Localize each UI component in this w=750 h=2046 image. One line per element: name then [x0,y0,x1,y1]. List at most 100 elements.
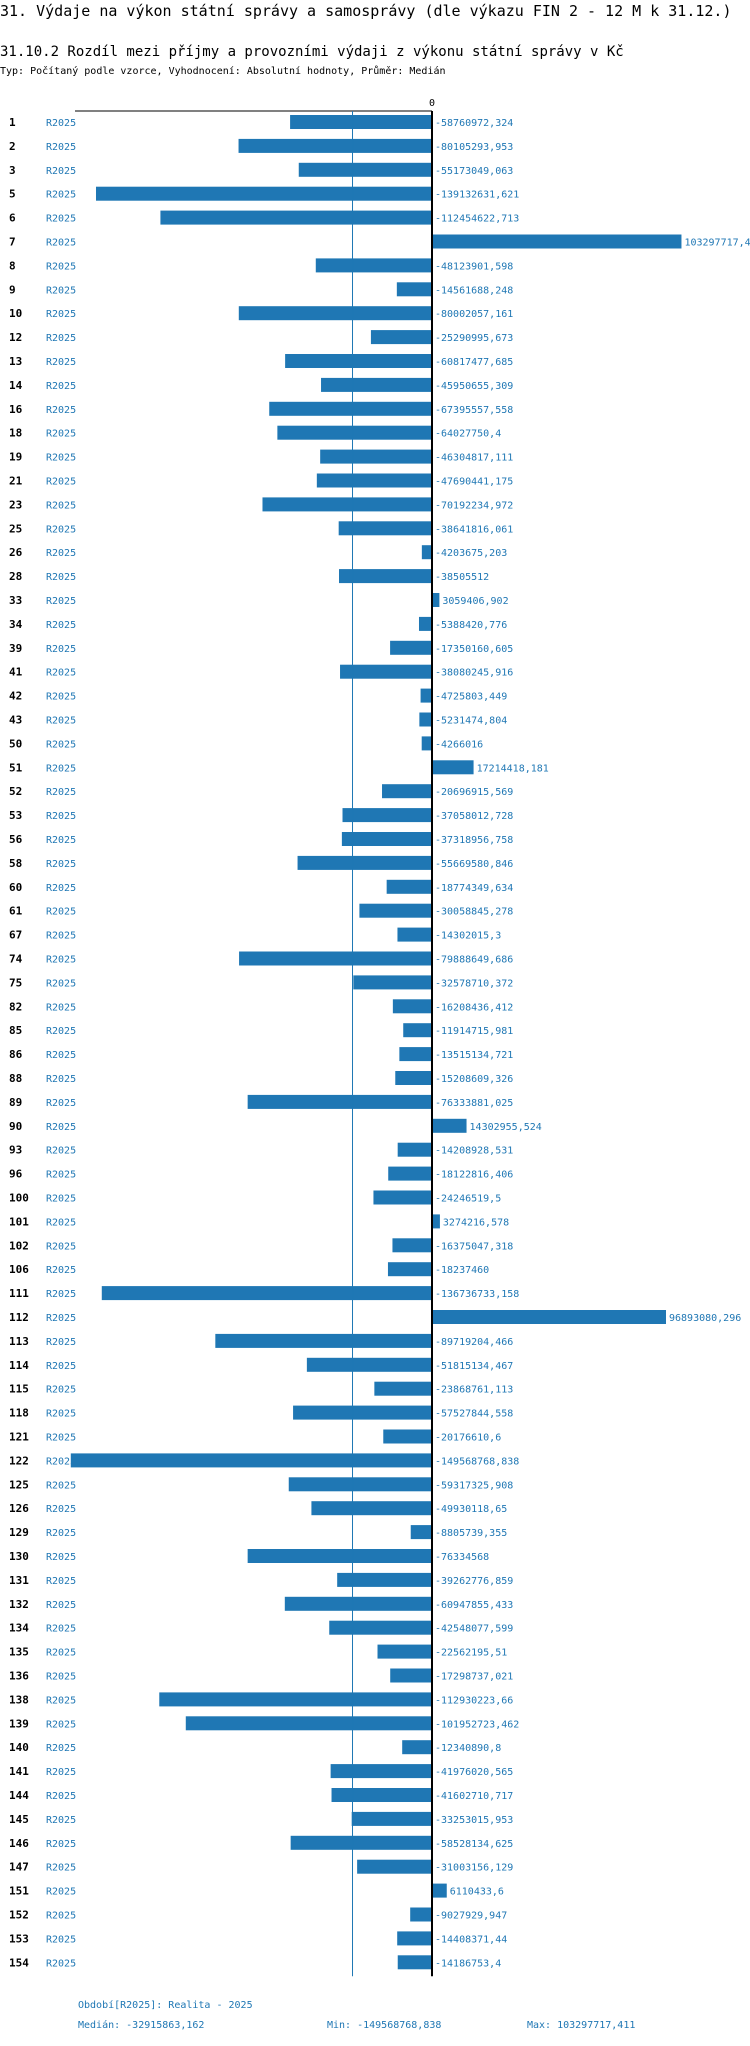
row-category-label: R2025 [46,190,76,201]
row-id-label: 13 [9,355,22,368]
bar-value-label: 96893080,296 [669,1313,741,1324]
bar-value-label: 103297717,4 [684,238,750,249]
bar [359,903,432,918]
row-id-label: 52 [9,785,22,798]
bar-value-label: -80002057,161 [435,309,513,320]
bar-value-label: -38080245,916 [435,668,513,679]
row-category-label: R2025 [46,1050,76,1061]
bar [421,736,432,751]
footer-period: Období[R2025]: Realita - 2025 [78,2000,253,2011]
row-id-label: 112 [9,1311,29,1324]
bar-value-label: -45950655,309 [435,381,513,392]
bar-value-label: 6110433,6 [450,1887,504,1898]
row-category-label: R2025 [46,1098,76,1109]
bar-value-label: -17350160,605 [435,644,513,655]
row-id-label: 85 [9,1024,22,1037]
bar [432,1310,666,1324]
row-id-label: 129 [9,1526,29,1539]
row-category-label: R2025 [46,285,76,296]
bar-value-label: -5231474,804 [435,716,507,727]
bar [315,258,432,273]
row-id-label: 100 [9,1192,29,1205]
bar-value-label: 17214418,181 [477,763,549,774]
row-id-label: 144 [9,1789,29,1802]
bar [338,521,432,536]
row-category-label: R2025 [46,1480,76,1491]
row-id-label: 146 [9,1837,29,1850]
row-id-label: 113 [9,1335,29,1348]
row-id-label: 147 [9,1861,29,1874]
bar-value-label: -47690441,175 [435,477,513,488]
bar-value-label: -23868761,113 [435,1385,513,1396]
row-id-label: 138 [9,1693,29,1706]
bar [351,1811,432,1826]
row-id-label: 33 [9,594,22,607]
row-category-label: R2025 [46,357,76,368]
row-category-label: R2025 [46,763,76,774]
bar [342,808,432,823]
bar-value-label: -37058012,728 [435,811,513,822]
bar [396,282,432,297]
bar [353,975,432,990]
bar-value-label: -31003156,129 [435,1863,513,1874]
bar-value-label: 3274216,578 [443,1217,509,1228]
row-category-label: R2025 [46,692,76,703]
row-category-label: R2025 [46,620,76,631]
bar-value-label: -101952723,462 [435,1719,519,1730]
row-category-label: R2025 [46,955,76,966]
row-id-label: 26 [9,546,23,559]
bar-value-label: -30058845,278 [435,907,513,918]
bar-value-label: -112454622,713 [435,214,519,225]
row-id-label: 136 [9,1670,29,1683]
bar [390,640,432,655]
row-category-label: R2025 [46,1934,76,1945]
bar-value-label: -64027750,4 [435,429,501,440]
bar-value-label: -60947855,433 [435,1600,513,1611]
row-id-label: 67 [9,929,22,942]
bar [374,1381,432,1396]
bar [238,306,432,321]
bar [290,115,432,129]
bar-value-label: -41976020,565 [435,1767,513,1778]
row-id-label: 82 [9,1000,22,1013]
row-category-label: R2025 [46,381,76,392]
row-id-label: 130 [9,1550,29,1563]
row-id-label: 28 [9,570,22,583]
row-category-label: R2025 [46,1648,76,1659]
row-category-label: R2025 [46,859,76,870]
row-id-label: 12 [9,331,22,344]
row-category-label: R2025 [46,644,76,655]
bar [420,688,432,703]
bar [337,1572,432,1587]
footer-max: Max: 103297717,411 [527,2020,636,2031]
bar [95,186,433,201]
row-category-label: R2025 [46,1695,76,1706]
row-id-label: 60 [9,881,22,894]
bar-value-label: -39262776,859 [435,1576,513,1587]
bar-value-label: -20696915,569 [435,787,513,798]
bar [70,1453,433,1468]
row-id-label: 56 [9,833,23,846]
row-category-label: R2025 [46,1361,76,1372]
row-id-label: 118 [9,1407,29,1420]
row-category-label: R2025 [46,1289,76,1300]
bar-value-label: -79888649,686 [435,955,513,966]
footer-min: Min: -149568768,838 [327,2020,442,2031]
bar-value-label: 3059406,902 [442,596,508,607]
row-id-label: 88 [9,1072,22,1085]
row-id-label: 53 [9,809,22,822]
bar-value-label: -18122816,406 [435,1170,513,1181]
row-category-label: R2025 [46,811,76,822]
bar-value-label: -14408371,44 [435,1934,507,1945]
bar-value-label: -18774349,634 [435,883,513,894]
row-id-label: 42 [9,690,22,703]
row-id-label: 93 [9,1144,22,1157]
bar [373,1190,432,1205]
row-category-label: R2025 [46,1600,76,1611]
row-id-label: 121 [9,1431,29,1444]
row-category-label: R2025 [46,1313,76,1324]
bar [290,1835,432,1850]
row-category-label: R2025 [46,1002,76,1013]
chart-meta: Typ: Počítaný podle vzorce, Vyhodnocení:… [0,66,446,77]
